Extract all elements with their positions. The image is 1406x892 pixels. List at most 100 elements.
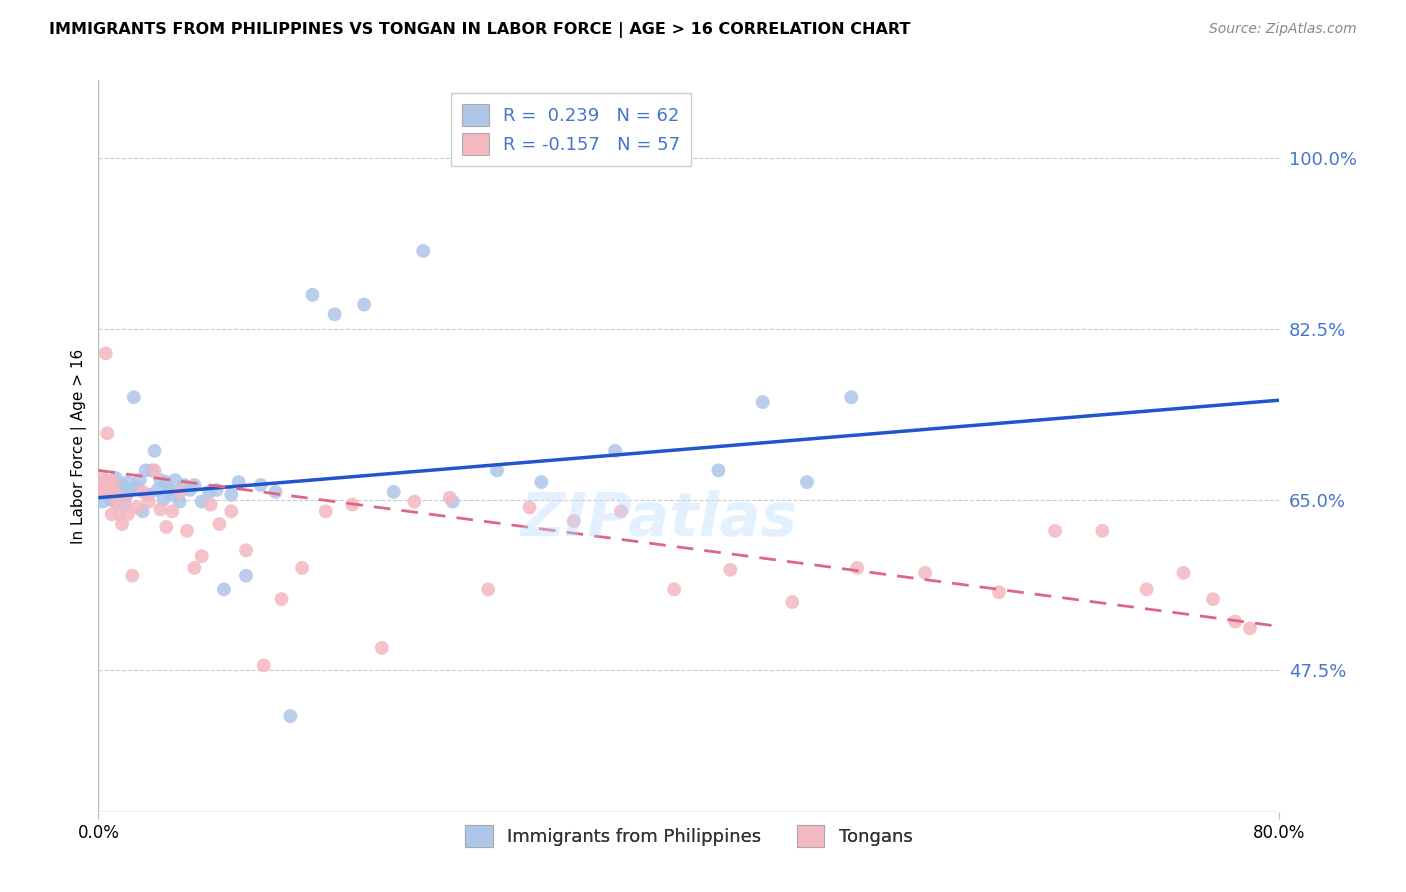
Point (191, 549, 214, 564)
Point (1239, 621, 1261, 635)
Y-axis label: In Labor Force | Age > 16: In Labor Force | Age > 16 (72, 349, 87, 543)
Point (183, 478, 205, 492)
Point (353, 297, 375, 311)
Point (104, 484, 127, 499)
Point (128, 473, 150, 487)
Point (914, 566, 936, 580)
Point (97, 481, 120, 495)
Point (104, 494, 127, 508)
Point (157, 483, 180, 497)
Point (98, 484, 121, 499)
Legend: Immigrants from Philippines, Tongans: Immigrants from Philippines, Tongans (458, 817, 920, 854)
Point (1091, 524, 1114, 538)
Point (100, 508, 122, 522)
Point (1225, 615, 1247, 629)
Point (149, 473, 172, 487)
Point (235, 568, 257, 582)
Text: ZIPatlas: ZIPatlas (520, 490, 799, 549)
Point (235, 543, 257, 558)
Point (132, 504, 155, 518)
Point (846, 561, 869, 575)
Point (125, 481, 148, 495)
Point (270, 592, 292, 607)
Point (152, 492, 174, 507)
Point (176, 524, 198, 538)
Point (323, 307, 346, 321)
Point (138, 494, 160, 508)
Point (169, 484, 191, 499)
Point (90, 483, 112, 497)
Point (98, 492, 121, 507)
Point (108, 508, 131, 522)
Point (115, 488, 138, 502)
Point (404, 494, 426, 508)
Point (183, 561, 205, 575)
Point (107, 488, 129, 502)
Point (96, 426, 118, 441)
Point (96, 484, 118, 499)
Point (264, 484, 287, 499)
Point (90, 471, 112, 485)
Point (664, 582, 686, 597)
Point (97, 475, 120, 489)
Point (412, 244, 434, 258)
Text: IMMIGRANTS FROM PHILIPPINES VS TONGAN IN LABOR FORCE | AGE > 16 CORRELATION CHAR: IMMIGRANTS FROM PHILIPPINES VS TONGAN IN… (49, 22, 911, 38)
Point (108, 483, 131, 497)
Point (486, 463, 509, 477)
Point (141, 463, 163, 477)
Point (441, 494, 464, 508)
Point (111, 516, 134, 531)
Point (103, 475, 125, 489)
Point (135, 463, 157, 477)
Point (718, 563, 741, 577)
Point (228, 475, 250, 489)
Point (371, 640, 394, 655)
Point (782, 595, 804, 609)
Point (138, 488, 160, 502)
Point (149, 502, 172, 516)
Point (342, 498, 364, 512)
Point (155, 475, 177, 489)
Point (179, 483, 201, 497)
Point (125, 500, 148, 515)
Point (198, 484, 221, 499)
Point (110, 484, 132, 499)
Point (752, 395, 775, 409)
Point (105, 471, 128, 485)
Point (191, 494, 214, 508)
Point (610, 504, 633, 518)
Point (221, 488, 243, 502)
Point (132, 484, 155, 499)
Point (212, 582, 235, 597)
Point (89, 488, 111, 502)
Point (111, 478, 134, 492)
Point (253, 658, 276, 673)
Point (562, 514, 585, 528)
Point (146, 483, 169, 497)
Point (796, 475, 818, 489)
Point (221, 504, 243, 518)
Point (988, 585, 1011, 599)
Point (1202, 592, 1225, 607)
Point (91, 494, 114, 508)
Point (94, 346, 117, 360)
Point (477, 582, 499, 597)
Point (114, 492, 136, 507)
Point (707, 463, 730, 477)
Point (169, 494, 191, 508)
Point (519, 500, 541, 515)
Point (105, 494, 128, 508)
Point (250, 478, 273, 492)
Point (103, 483, 125, 497)
Point (89, 483, 111, 497)
Point (1136, 582, 1159, 597)
Point (122, 390, 145, 404)
Point (120, 483, 142, 497)
Point (291, 561, 314, 575)
Point (200, 498, 222, 512)
Point (208, 516, 231, 531)
Point (91, 483, 114, 497)
Point (117, 475, 139, 489)
Point (205, 483, 228, 497)
Point (382, 484, 405, 499)
